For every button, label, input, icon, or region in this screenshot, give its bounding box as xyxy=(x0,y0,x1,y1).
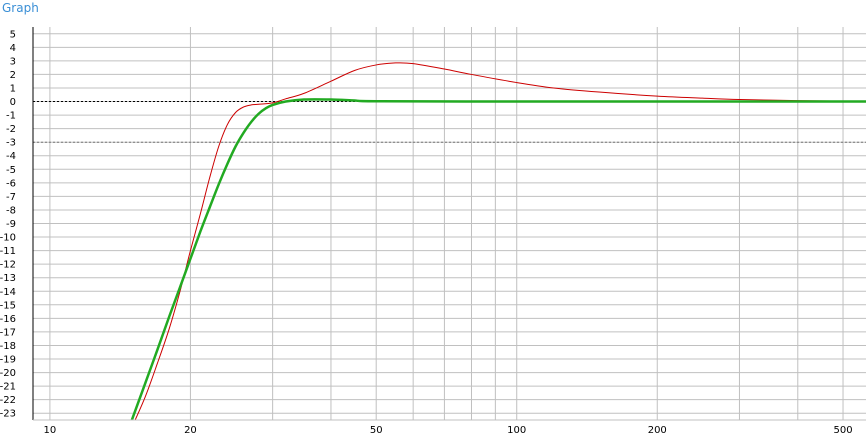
y-tick-label: -16 xyxy=(0,314,16,325)
x-tick-label: 200 xyxy=(648,425,667,436)
y-tick-label: -4 xyxy=(6,151,16,162)
y-tick-label: 4 xyxy=(10,43,16,54)
window-title: Graph xyxy=(2,1,39,15)
grid xyxy=(33,27,866,420)
axis-frame xyxy=(32,27,866,421)
y-tick-label: -3 xyxy=(6,138,16,149)
y-tick-label: -7 xyxy=(6,192,16,203)
series-line-green xyxy=(130,98,866,420)
y-tick-label: -12 xyxy=(0,260,16,271)
y-tick-label: -20 xyxy=(0,368,16,379)
y-tick-label: -23 xyxy=(0,409,16,420)
y-tick-label: 0 xyxy=(10,97,16,108)
y-tick-label: 5 xyxy=(10,29,16,40)
y-tick-label: -22 xyxy=(0,395,16,406)
x-tick-labels: 10 20 50 100 200 500 xyxy=(44,425,853,436)
y-tick-label: -9 xyxy=(6,219,16,230)
y-tick-label: -11 xyxy=(0,246,16,257)
y-tick-label: -18 xyxy=(0,341,16,352)
y-tick-label: -10 xyxy=(0,233,16,244)
y-tick-label: -5 xyxy=(6,165,16,176)
reference-lines xyxy=(33,101,866,143)
y-tick-label: 2 xyxy=(10,70,16,81)
x-tick-label: 100 xyxy=(507,425,526,436)
y-tick-label: -21 xyxy=(0,382,16,393)
x-tick-label: 50 xyxy=(370,425,383,436)
y-tick-label: 3 xyxy=(10,56,16,67)
y-tick-label: -19 xyxy=(0,355,16,366)
x-tick-label: 10 xyxy=(44,425,57,436)
y-tick-label: 1 xyxy=(10,83,16,94)
y-tick-labels: 5 4 3 2 1 0 -1 -2 -3 -4 -5 -6 -7 -8 -9 -10 -11 -12 -13 -14 -… xyxy=(0,29,16,419)
x-tick-label: 500 xyxy=(833,425,852,436)
y-tick-label: -8 xyxy=(6,205,16,216)
y-tick-label: -1 xyxy=(6,111,16,122)
series-group xyxy=(130,62,866,420)
y-tick-label: -6 xyxy=(6,178,16,189)
y-tick-label: -2 xyxy=(6,124,16,135)
series-line-red xyxy=(134,62,866,420)
y-tick-label: -17 xyxy=(0,327,16,338)
y-tick-label: -15 xyxy=(0,300,16,311)
y-tick-label: -14 xyxy=(0,287,16,298)
x-tick-label: 20 xyxy=(184,425,197,436)
y-tick-label: -13 xyxy=(0,273,16,284)
